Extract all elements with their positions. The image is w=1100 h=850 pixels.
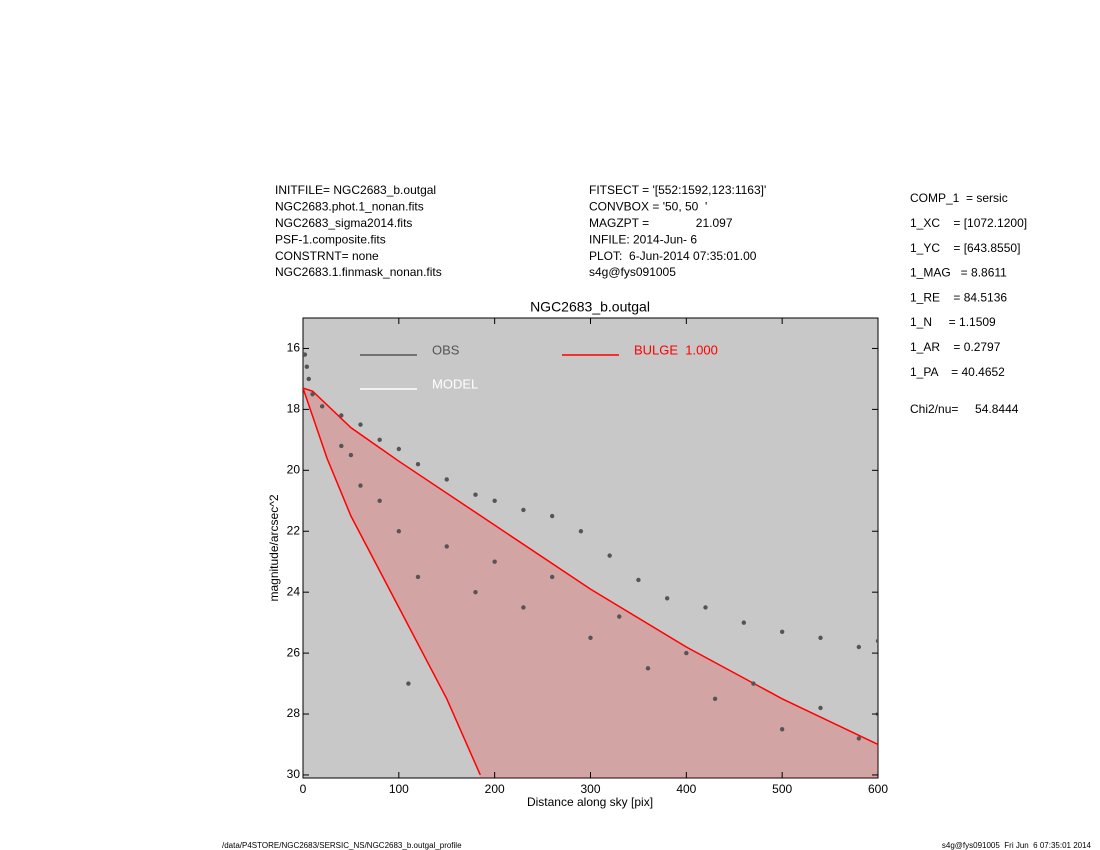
y-tick-label: 26 <box>287 645 301 659</box>
obs-point <box>358 483 363 488</box>
obs-point <box>779 727 785 732</box>
obs-point <box>818 635 823 641</box>
obs-point <box>406 681 411 686</box>
plot-area <box>302 317 879 779</box>
parameter: COMP_1 = sersic <box>910 191 1008 205</box>
header-line: s4g@fys091005 <box>589 265 676 279</box>
obs-point <box>473 492 478 497</box>
parameter: 1_MAG = 8.8611 <box>910 266 1007 280</box>
x-tick-label: 200 <box>485 782 505 796</box>
header-line: FITSECT = '[552:1592,123:1163]' <box>589 183 766 197</box>
y-tick-label: 30 <box>287 767 301 781</box>
obs-point <box>645 666 651 671</box>
y-tick-label: 20 <box>287 462 301 476</box>
obs-point <box>549 574 555 580</box>
x-tick-label: 300 <box>580 782 600 796</box>
obs-point <box>818 705 823 711</box>
obs-point <box>684 650 689 656</box>
header-line: PSF-1.composite.fits <box>275 232 386 246</box>
header-line: NGC2683.phot.1_nonan.fits <box>275 200 424 214</box>
plot-content <box>303 352 878 778</box>
obs-point <box>636 577 641 583</box>
obs-point <box>377 437 382 443</box>
parameter: 1_XC = [1072.1200] <box>910 216 1027 230</box>
y-tick-label: 28 <box>287 706 301 720</box>
obs-point <box>444 544 449 549</box>
obs-point <box>856 644 862 650</box>
obs-point <box>310 391 315 397</box>
obs-point <box>319 404 325 409</box>
x-tick-label: 600 <box>868 782 888 796</box>
obs-point <box>856 736 862 741</box>
legend-label: BULGE 1.000 <box>634 342 718 357</box>
obs-point <box>306 376 311 382</box>
header-line: PLOT: 6-Jun-2014 07:35:01.00 <box>589 249 757 263</box>
x-tick-label: 100 <box>389 782 409 796</box>
obs-point <box>348 452 354 458</box>
parameter: 1_N = 1.1509 <box>910 315 996 329</box>
bulge-upper <box>303 387 878 746</box>
obs-point <box>415 462 421 467</box>
obs-point <box>339 443 344 449</box>
obs-point <box>617 614 622 619</box>
obs-point <box>521 507 526 513</box>
obs-point <box>473 589 478 595</box>
obs-point <box>396 529 402 534</box>
obs-point <box>703 605 708 610</box>
obs-point <box>779 629 785 634</box>
parameter: 1_RE = 84.5136 <box>910 290 1007 304</box>
x-tick-label: 400 <box>676 782 696 796</box>
parameter: 1_AR = 0.2797 <box>910 340 1001 354</box>
obs-point <box>741 620 747 625</box>
obs-point <box>303 352 308 357</box>
parameter: Chi2/nu= 54.8444 <box>910 402 1019 416</box>
obs-point <box>396 446 402 452</box>
obs-point <box>377 498 382 503</box>
legend-label: OBS <box>432 342 460 357</box>
y-tick-label: 24 <box>287 584 301 598</box>
obs-point <box>712 696 718 701</box>
obs-point <box>444 477 449 482</box>
obs-point <box>751 681 756 686</box>
x-tick-label: 500 <box>772 782 792 796</box>
y-tick-label: 18 <box>287 402 301 416</box>
bulge-lower <box>303 387 481 776</box>
obs-point <box>588 635 593 641</box>
obs-point <box>549 513 555 519</box>
obs-point <box>415 574 421 580</box>
header-line: MAGZPT = 21.097 <box>589 216 733 230</box>
chart-title: NGC2683_b.outgal <box>530 299 650 315</box>
footer-right: s4g@fys091005 Fri Jun 6 07:35:01 2014 <box>942 841 1092 850</box>
header-line: INITFILE= NGC2683_b.outgal <box>275 183 436 197</box>
obs-point <box>492 559 497 564</box>
obs-point <box>339 413 344 418</box>
header-line: INFILE: 2014-Jun- 6 <box>589 232 697 246</box>
x-tick-label: 0 <box>300 782 307 796</box>
y-tick-label: 16 <box>287 341 301 355</box>
obs-point <box>304 364 310 369</box>
obs-point <box>607 553 612 558</box>
parameter: 1_YC = [643.8550] <box>910 241 1020 255</box>
legend-label: MODEL <box>432 376 478 391</box>
bulge-band <box>303 388 878 778</box>
header-line: NGC2683_sigma2014.fits <box>275 216 412 230</box>
parameter: 1_PA = 40.4652 <box>910 365 1005 379</box>
obs-point <box>521 605 526 610</box>
obs-point <box>358 422 363 427</box>
obs-point <box>492 498 497 503</box>
header-line: CONVBOX = '50, 50 ' <box>589 200 707 214</box>
x-axis-label: Distance along sky [pix] <box>527 795 653 809</box>
footer-left: /data/P4STORE/NGC2683/SERSIC_NS/NGC2683_… <box>222 841 462 850</box>
y-axis-label: magnitude/arcsec^2 <box>267 494 281 601</box>
header-line: CONSTRNT= none <box>275 249 379 263</box>
obs-point <box>875 638 878 644</box>
obs-point <box>578 529 584 534</box>
y-tick-label: 22 <box>287 523 301 537</box>
obs-point <box>664 596 670 601</box>
header-line: NGC2683.1.finmask_nonan.fits <box>275 265 442 279</box>
